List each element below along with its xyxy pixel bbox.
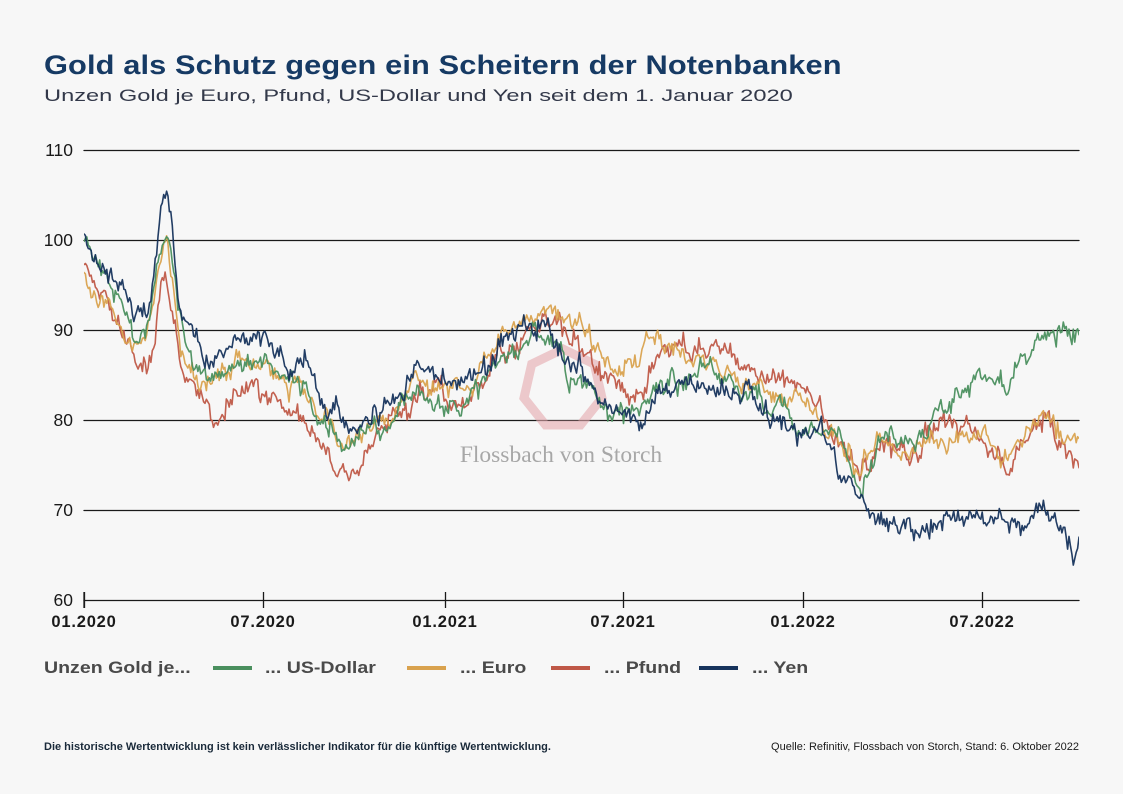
- svg-text:07.2021: 07.2021: [590, 613, 655, 631]
- svg-text:Flossbach von Storch: Flossbach von Storch: [460, 442, 663, 468]
- svg-text:70: 70: [54, 500, 74, 520]
- svg-text:80: 80: [54, 410, 74, 430]
- svg-text:60: 60: [54, 590, 74, 610]
- svg-text:100: 100: [44, 230, 73, 250]
- svg-text:110: 110: [45, 140, 73, 160]
- svg-text:07.2020: 07.2020: [230, 613, 295, 631]
- svg-text:01.2022: 01.2022: [770, 613, 835, 631]
- svg-text:07.2022: 07.2022: [949, 613, 1014, 631]
- svg-text:01.2021: 01.2021: [412, 613, 477, 631]
- svg-text:90: 90: [54, 320, 74, 340]
- svg-text:01.2020: 01.2020: [51, 613, 116, 631]
